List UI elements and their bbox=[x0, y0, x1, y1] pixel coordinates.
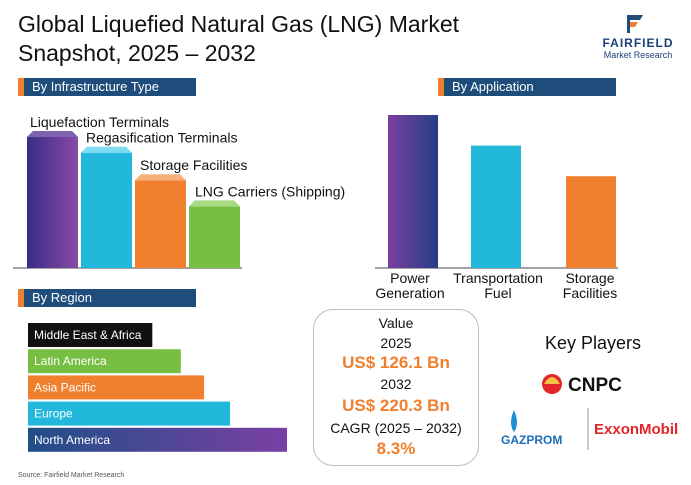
region-chart: Middle East & Africa Latin America Asia Pa… bbox=[28, 323, 287, 452]
bar-cap-lng-carriers-shipping bbox=[189, 200, 240, 207]
exxonmobil-wordmark: ExxonMobil bbox=[594, 421, 678, 438]
bar-cap-storage-facilities bbox=[135, 174, 186, 181]
bar-europe bbox=[28, 401, 231, 426]
bar-regasification-terminals bbox=[81, 152, 132, 268]
year-2032-label: 2032 bbox=[380, 376, 412, 392]
label-power-generation-2: Generation bbox=[375, 285, 444, 301]
label-north-america: North America bbox=[34, 433, 110, 447]
section-header-application: By Application bbox=[438, 78, 616, 96]
bar-storage-facilities bbox=[566, 176, 616, 268]
cnpc-wordmark: CNPC bbox=[568, 375, 622, 396]
label-storage-facilities-2: Facilities bbox=[563, 285, 617, 301]
gazprom-wordmark: GAZPROM bbox=[501, 433, 562, 447]
bar-asia-pacific bbox=[28, 375, 205, 400]
cnpc-flame-icon bbox=[542, 374, 562, 394]
cnpc-logo: CNPC bbox=[542, 374, 622, 396]
key-players-title: Key Players bbox=[544, 333, 642, 353]
bar-north-america bbox=[28, 427, 287, 452]
value-label: Value bbox=[378, 315, 414, 331]
label-storage-facilities-1: Storage bbox=[565, 270, 614, 286]
value-2032: US$ 220.3 Bn bbox=[342, 396, 450, 415]
label-transportation-fuel-1: Transportation bbox=[453, 270, 543, 286]
gazprom-logo: GAZPROM bbox=[501, 410, 562, 447]
fairfield-logo: FAIRFIELD Market Research bbox=[590, 12, 686, 62]
bar-transportation-fuel bbox=[471, 145, 521, 268]
section-header-infrastructure: By Infrastructure Type bbox=[18, 78, 196, 96]
logo-brand: FAIRFIELD bbox=[602, 36, 674, 50]
label-storage-facilities: Storage Facilities bbox=[140, 157, 247, 173]
label-liquefaction-terminals: Liquefaction Terminals bbox=[30, 114, 169, 130]
bar-power-generation bbox=[388, 115, 438, 268]
label-power-generation-1: Power bbox=[390, 270, 430, 286]
bar-lng-carriers-shipping bbox=[189, 206, 240, 268]
bar-cap-liquefaction-terminals bbox=[27, 131, 78, 137]
year-2025-label: 2025 bbox=[380, 335, 412, 351]
label-regasification-terminals: Regasification Terminals bbox=[86, 130, 237, 146]
market-value-box: Value 2025 US$ 126.1 Bn 2032 US$ 220.3 B… bbox=[313, 309, 479, 466]
title-line-1: Global Liquefied Natural Gas (LNG) Marke… bbox=[18, 11, 460, 37]
title-line-2: Snapshot, 2025 – 2032 bbox=[18, 40, 256, 66]
fairfield-flag-icon bbox=[627, 15, 643, 33]
value-2025: US$ 126.1 Bn bbox=[342, 353, 450, 372]
cagr-label: CAGR (2025 – 2032) bbox=[330, 420, 462, 436]
bar-cap-regasification-terminals bbox=[81, 146, 132, 153]
bar-middle-east-africa bbox=[28, 323, 153, 347]
label-lng-carriers-shipping: LNG Carriers (Shipping) bbox=[195, 183, 345, 199]
gazprom-flame-icon bbox=[511, 410, 517, 432]
section-header-region: By Region bbox=[18, 289, 196, 307]
page-title: Global Liquefied Natural Gas (LNG) Marke… bbox=[18, 10, 558, 68]
label-asia-pacific: Asia Pacific bbox=[34, 380, 96, 394]
cagr-value: 8.3% bbox=[376, 439, 416, 458]
bar-liquefaction-terminals bbox=[27, 137, 78, 268]
label-europe: Europe bbox=[34, 407, 73, 421]
bar-latin-america bbox=[28, 349, 181, 374]
source-note: Source: Fairfield Market Research bbox=[18, 472, 125, 479]
bar-storage-facilities bbox=[135, 180, 186, 268]
logo-subbrand: Market Research bbox=[603, 50, 673, 60]
label-transportation-fuel-2: Fuel bbox=[484, 285, 511, 301]
label-middle-east-africa: Middle East & Africa bbox=[34, 328, 142, 342]
label-latin-america: Latin America bbox=[34, 354, 107, 368]
